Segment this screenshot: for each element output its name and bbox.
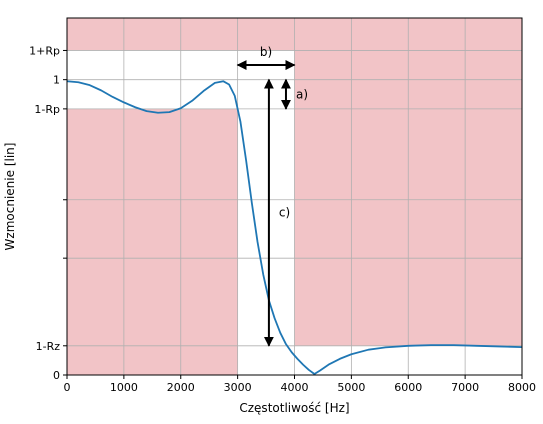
x-axis-label: Częstotliwość [Hz] <box>239 401 349 415</box>
annotations: a) b) c) <box>236 45 308 347</box>
x-tick-label: 1000 <box>110 381 138 394</box>
x-tick-label: 4000 <box>281 381 309 394</box>
x-tick-label: 2000 <box>167 381 195 394</box>
y-tick-label: 1-Rp <box>34 103 60 116</box>
x-tick-label: 0 <box>64 381 71 394</box>
y-axis-label: Wzmocnienie [lin] <box>3 143 17 251</box>
series-line <box>66 80 523 375</box>
annotation-label: c) <box>279 206 290 220</box>
y-tick-label: 1-Rz <box>36 340 61 353</box>
x-tick-label: 8000 <box>508 381 536 394</box>
annotation-label: b) <box>260 45 272 59</box>
x-tick-label: 3000 <box>224 381 252 394</box>
y-tick-label: 1+Rp <box>29 44 60 57</box>
x-tick-label: 7000 <box>451 381 479 394</box>
x-tick-label: 5000 <box>337 381 365 394</box>
annotation-label: a) <box>296 87 308 101</box>
shaded-region <box>67 108 238 375</box>
series-lines <box>66 80 523 375</box>
y-ticks: 0 1-Rz 1-Rp 1 1+Rp <box>29 44 67 382</box>
y-tick-label: 0 <box>53 369 60 382</box>
x-ticks: 0 1000 2000 3000 4000 5000 6000 7000 8000 <box>64 375 536 394</box>
y-tick-label: 1 <box>53 74 60 87</box>
x-tick-label: 6000 <box>394 381 422 394</box>
